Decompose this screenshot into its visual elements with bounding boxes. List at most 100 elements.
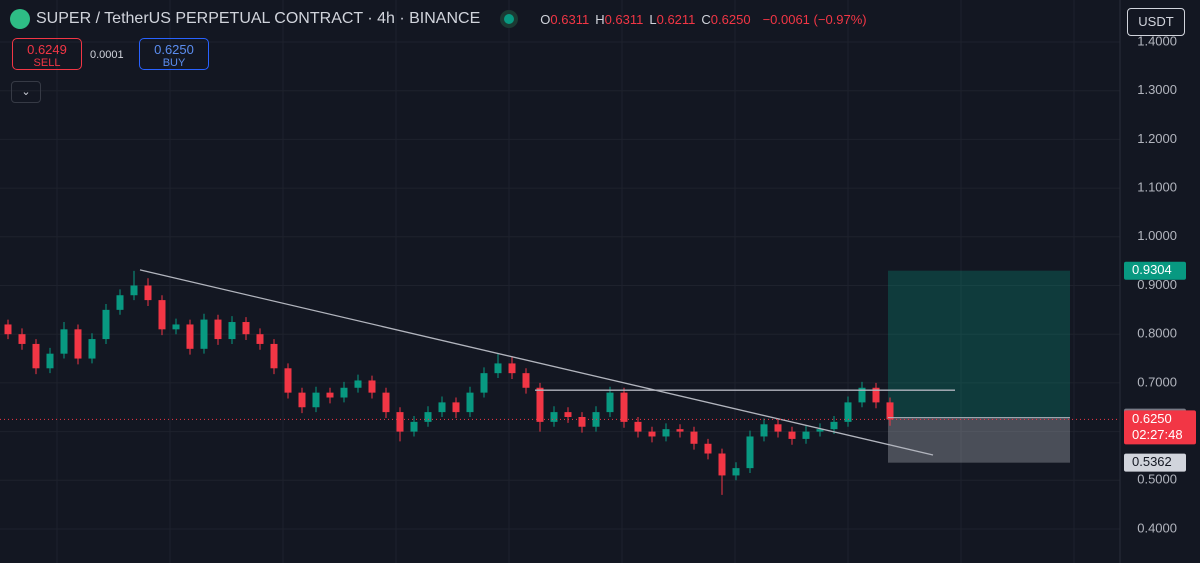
symbol-title: SUPER / TetherUS PERPETUAL CONTRACT · 4h…	[36, 10, 481, 27]
y-tick-label: 1.3000	[1137, 82, 1177, 97]
candle-body	[60, 329, 68, 354]
candle-body	[606, 392, 614, 413]
candle-body	[186, 324, 194, 349]
candle-body	[46, 353, 54, 369]
stop-label: 0.5362	[1132, 454, 1172, 469]
candle-body	[242, 322, 250, 335]
candle-body	[844, 402, 852, 422]
ohlc-value: 0.6250	[710, 11, 751, 27]
target-zone	[888, 270, 1070, 418]
sell-label: SELL	[33, 57, 61, 69]
candle-body	[732, 468, 740, 476]
sell-button[interactable]: 0.6249 SELL	[12, 38, 82, 70]
candle-body	[312, 392, 320, 408]
y-tick-label: 1.1000	[1137, 180, 1177, 195]
candle-body	[88, 339, 96, 359]
target-badge	[1124, 261, 1186, 280]
currency-select[interactable]: USDT	[1127, 8, 1185, 36]
y-tick-label: 0.7000	[1137, 374, 1177, 389]
target-label: 0.9304	[1132, 262, 1172, 277]
candle-body	[578, 416, 586, 427]
y-tick-label: 0.4000	[1137, 520, 1177, 535]
candle-body	[886, 402, 894, 420]
countdown: 02:27:48	[1132, 427, 1183, 442]
candle-body	[18, 334, 26, 344]
candle-body	[858, 387, 866, 403]
candle-body	[102, 309, 110, 340]
y-tick-label: 0.8000	[1137, 326, 1177, 341]
candle-body	[634, 421, 642, 432]
y-tick-label: 1.0000	[1137, 228, 1177, 243]
y-tick-label: 1.2000	[1137, 131, 1177, 146]
ohlc-legend: O 0.6311 H 0.6311 L 0.6211 C 0.6250	[534, 12, 750, 27]
stop-badge	[1124, 453, 1186, 472]
candle-body	[480, 373, 488, 393]
candle-body	[704, 443, 712, 454]
candle-body	[144, 285, 152, 301]
candle-body	[4, 324, 12, 335]
candle-body	[564, 412, 572, 417]
candle-body	[438, 402, 446, 413]
candle-body	[816, 429, 824, 432]
candle-body	[690, 431, 698, 444]
ohlc-value: 0.6311	[604, 11, 644, 27]
candle-body	[284, 368, 292, 393]
last-price-label: 0.6250	[1132, 411, 1172, 426]
candle-body	[228, 322, 236, 340]
candle-body	[760, 424, 768, 437]
candle-body	[830, 421, 838, 430]
ohlc-value: 0.6311	[550, 11, 590, 27]
candle-body	[340, 387, 348, 398]
candle-body	[158, 300, 166, 330]
candle-body	[676, 429, 684, 432]
candle-body	[298, 392, 306, 408]
sell-price: 0.6249	[27, 42, 67, 57]
y-tick-label: 1.4000	[1137, 33, 1177, 48]
candle-body	[746, 436, 754, 469]
candle-body	[718, 453, 726, 476]
candle-body	[396, 412, 404, 432]
candle-body	[522, 373, 530, 388]
candle-body	[466, 392, 474, 413]
symbol-logo	[10, 9, 30, 29]
candle-body	[536, 387, 544, 422]
candle-body	[452, 402, 460, 413]
ohlc-value: 0.6211	[656, 11, 696, 27]
buy-label: BUY	[162, 57, 186, 69]
ohlc-label: H	[595, 11, 605, 27]
candle-body	[424, 412, 432, 422]
candle-body	[802, 431, 810, 439]
candle-body	[354, 380, 362, 388]
trendline	[139, 269, 934, 456]
candle-body	[270, 343, 278, 369]
candle-body	[620, 392, 628, 422]
collapse-button[interactable]: ⌄	[11, 81, 41, 103]
buy-button[interactable]: 0.6250 BUY	[139, 38, 209, 70]
candle-body	[550, 412, 558, 422]
y-tick-label: 0.9000	[1137, 277, 1177, 292]
candle-body	[648, 431, 656, 437]
spread: 0.0001	[90, 49, 124, 61]
ohlc-label: L	[649, 11, 657, 27]
candle-body	[494, 363, 502, 374]
stop-zone	[888, 417, 1070, 463]
candle-body	[200, 319, 208, 349]
candle-body	[410, 421, 418, 432]
change: −0.0061 (−0.97%)	[762, 11, 867, 27]
candle-body	[774, 424, 782, 432]
candle-body	[326, 392, 334, 398]
candle-body	[872, 387, 880, 403]
candle-body	[256, 334, 264, 344]
candle-body	[214, 319, 222, 340]
y-tick-label: 0.5000	[1137, 472, 1177, 487]
candle-body	[74, 329, 82, 359]
market-status	[504, 14, 515, 24]
candle-body	[788, 431, 796, 439]
candle-body	[130, 285, 138, 296]
last-price-badge	[1124, 410, 1196, 445]
header: SUPER / TetherUS PERPETUAL CONTRACT · 4h…	[10, 9, 867, 29]
candle-body	[116, 295, 124, 310]
buy-price: 0.6250	[154, 42, 194, 57]
